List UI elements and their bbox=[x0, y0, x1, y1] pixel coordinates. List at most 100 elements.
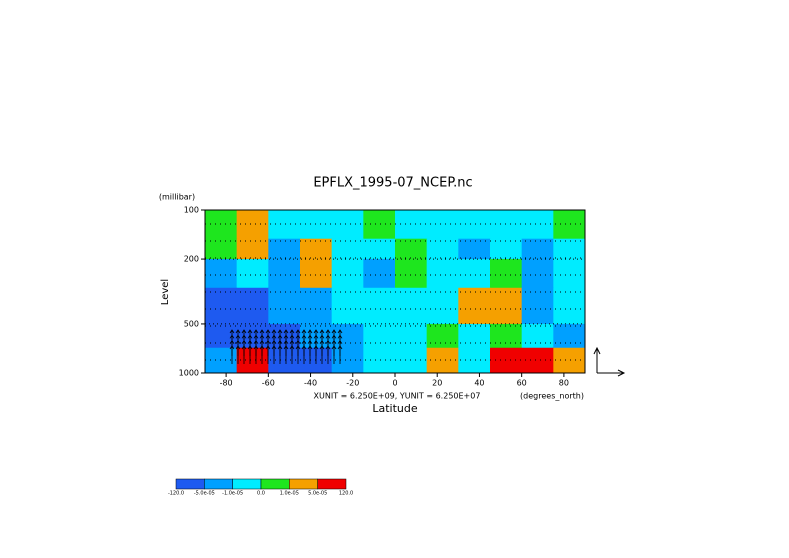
field-cell bbox=[363, 287, 396, 325]
field-cell bbox=[490, 323, 523, 349]
x-tick-label: -40 bbox=[304, 379, 317, 388]
field-cell bbox=[205, 210, 238, 240]
field-cell bbox=[205, 259, 238, 289]
field-cell bbox=[553, 259, 586, 289]
vector-arrow bbox=[253, 345, 259, 364]
vector-arrow bbox=[325, 345, 331, 364]
field-cell bbox=[458, 210, 491, 240]
field-cell bbox=[236, 323, 269, 349]
field-cell bbox=[300, 259, 333, 289]
field-cell bbox=[300, 238, 333, 260]
colorbar-box bbox=[317, 478, 347, 490]
field-cell bbox=[395, 238, 428, 260]
field-cell bbox=[521, 259, 554, 289]
colorbar-box bbox=[204, 478, 233, 490]
field-cell bbox=[426, 238, 459, 260]
field-cell bbox=[458, 238, 491, 260]
x-tick-label: -60 bbox=[262, 379, 275, 388]
vector-arrow bbox=[319, 345, 325, 364]
field-cell bbox=[395, 259, 428, 289]
contour-field bbox=[205, 210, 586, 374]
vector-arrow bbox=[283, 345, 289, 364]
field-cell bbox=[331, 323, 364, 349]
field-cell bbox=[553, 238, 586, 260]
field-cell bbox=[205, 287, 238, 325]
colorbar-label: 1.0e-05 bbox=[280, 491, 299, 497]
y-axis-label: Level bbox=[160, 279, 171, 305]
x-axis-label: Latitude bbox=[372, 402, 418, 415]
colorbar-box bbox=[175, 478, 205, 490]
field-cell bbox=[331, 347, 364, 374]
vector-arrow bbox=[265, 345, 271, 364]
x-unit: (degrees_north) bbox=[520, 392, 584, 401]
field-cell bbox=[363, 323, 396, 349]
field-cell bbox=[458, 323, 491, 349]
field-cell bbox=[236, 287, 269, 325]
field-cell bbox=[236, 238, 269, 260]
field-cell bbox=[426, 323, 459, 349]
x-tick-label: 40 bbox=[474, 379, 484, 388]
field-cell bbox=[426, 259, 459, 289]
plot-frame bbox=[204, 209, 586, 374]
field-cell bbox=[458, 347, 491, 374]
vector-arrow bbox=[271, 345, 277, 364]
field-cell bbox=[458, 287, 491, 325]
y-tick-label: 500 bbox=[184, 319, 199, 328]
vector-arrow bbox=[259, 345, 265, 364]
chart-title: EPFLX_1995-07_NCEP.nc bbox=[313, 176, 472, 191]
colorbar-label: -1.0e-05 bbox=[222, 491, 243, 497]
vector-arrow bbox=[289, 345, 295, 364]
colorbar-label: 120.0 bbox=[339, 491, 353, 497]
field-cell bbox=[268, 287, 301, 325]
vector-arrow bbox=[295, 345, 301, 364]
field-cell bbox=[268, 238, 301, 260]
vector-arrow bbox=[301, 345, 307, 364]
vector-arrow bbox=[235, 345, 241, 364]
vector-arrow bbox=[277, 345, 283, 364]
field-cell bbox=[426, 287, 459, 325]
field-cell bbox=[490, 287, 523, 325]
vector-arrow bbox=[241, 345, 247, 364]
field-cell bbox=[395, 210, 428, 240]
field-cell bbox=[458, 259, 491, 289]
field-cell bbox=[395, 347, 428, 374]
field-cell bbox=[426, 210, 459, 240]
reference-vector bbox=[593, 346, 626, 377]
field-cell bbox=[490, 259, 523, 289]
x-tick-label: 20 bbox=[432, 379, 442, 388]
field-cell bbox=[363, 347, 396, 374]
x-tick-label: -20 bbox=[346, 379, 359, 388]
field-cell bbox=[395, 287, 428, 325]
field-cell bbox=[521, 323, 554, 349]
colorbar-label: -5.0e-05 bbox=[194, 491, 215, 497]
vector-arrow bbox=[337, 345, 343, 364]
colorbar-label: 5.0e-05 bbox=[308, 491, 327, 497]
field-cell bbox=[521, 287, 554, 325]
vector-arrow bbox=[229, 345, 235, 364]
field-cell bbox=[553, 323, 586, 349]
vector-arrow bbox=[247, 345, 253, 364]
field-cell bbox=[521, 238, 554, 260]
field-cell bbox=[331, 238, 364, 260]
x-tick-label: 60 bbox=[517, 379, 527, 388]
colorbar-label: 0.0 bbox=[257, 491, 265, 497]
field-cell bbox=[268, 347, 301, 374]
field-cell bbox=[490, 347, 523, 374]
x-tick-label: 0 bbox=[392, 379, 397, 388]
field-cell bbox=[553, 210, 586, 240]
field-cell bbox=[236, 259, 269, 289]
field-cell bbox=[426, 347, 459, 374]
field-cell bbox=[205, 238, 238, 260]
field-cell bbox=[521, 347, 554, 374]
field-cell bbox=[553, 287, 586, 325]
y-unit: (millibar) bbox=[159, 193, 195, 202]
field-cell bbox=[363, 238, 396, 260]
field-cell bbox=[521, 210, 554, 240]
x-tick-label: 80 bbox=[559, 379, 569, 388]
y-tick-label: 100 bbox=[184, 206, 199, 215]
colorbar-box bbox=[289, 478, 318, 490]
vector-arrow bbox=[331, 345, 337, 364]
field-cell bbox=[331, 287, 364, 325]
y-tick-label: 1000 bbox=[179, 369, 199, 378]
